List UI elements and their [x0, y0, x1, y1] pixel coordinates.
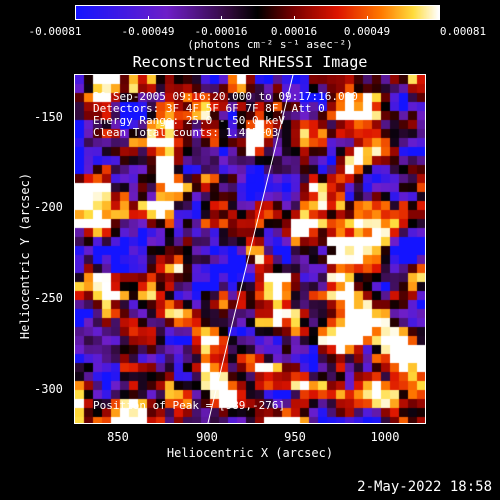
limb-line: [207, 75, 294, 423]
info-detectors: Detectors: 3F 4F 5F 6F 7F 8F, Att 0: [93, 102, 325, 115]
y-tick-label: -150: [34, 110, 63, 124]
timestamp: 2-May-2022 18:58: [357, 479, 492, 495]
x-tick-label: 900: [196, 430, 218, 444]
colorbar-tick-label: 0.00016: [270, 25, 318, 38]
peak-position: Position of Peak = [989,-276]: [93, 399, 286, 412]
y-tick-label: -200: [34, 200, 63, 214]
plot-title: Reconstructed RHESSI Image: [132, 53, 368, 71]
colorbar-tick: [221, 16, 222, 20]
colorbar-tick: [75, 16, 76, 20]
colorbar-tick-label: 0.00081: [439, 25, 487, 38]
colorbar: [75, 5, 440, 20]
overlay-lines: [207, 75, 294, 423]
colorbar-tick-label: -0.00049: [121, 25, 175, 38]
info-energy-range: Energy Range: 25.0 - 50.0 keV: [93, 114, 286, 127]
colorbar-tick: [294, 16, 295, 20]
colorbar-tick-label: 0.00049: [343, 25, 391, 38]
y-tick-label: -250: [34, 291, 63, 305]
x-tick-label: 1000: [370, 430, 400, 444]
colorbar-tick: [148, 16, 149, 20]
colorbar-tick: [367, 16, 368, 20]
y-tick-label: -300: [34, 382, 63, 396]
x-tick-label: 950: [284, 430, 306, 444]
y-axis-label: Heliocentric Y (arcsec): [18, 172, 33, 340]
info-time-range: 20-Sep-2005 09:16:20.000 to 09:17:16.000: [93, 90, 358, 103]
colorbar-tick-label: -0.00081: [28, 25, 82, 38]
image-plot[interactable]: 20-Sep-2005 09:16:20.000 to 09:17:16.000…: [74, 74, 426, 424]
info-clean-counts: Clean Total counts: 1.41E+03: [93, 126, 279, 139]
x-axis-label: Heliocentric X (arcsec): [166, 446, 334, 460]
colorbar-tick: [439, 16, 440, 20]
x-tick-label: 850: [107, 430, 129, 444]
colorbar-tick-label: -0.00016: [194, 25, 248, 38]
colorbar-units: (photons cm⁻² s⁻¹ asec⁻²): [187, 38, 353, 51]
